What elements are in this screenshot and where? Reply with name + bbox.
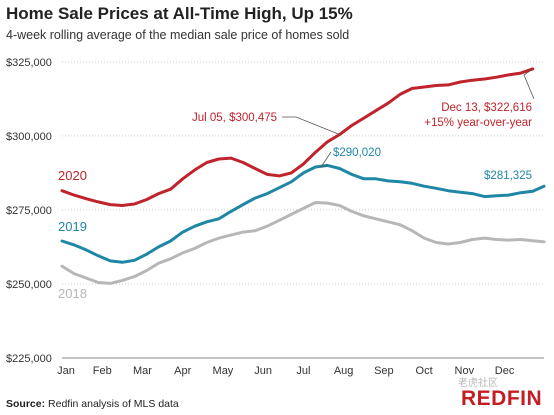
x-tick-label: Feb <box>93 365 112 377</box>
series-label-2018: 2018 <box>58 286 87 301</box>
x-axis-tick-labels: Jan Feb Mar Apr May Jun Jul Aug Sep Oct Nov Dec <box>57 365 515 377</box>
y-tick-label: $250,000 <box>6 279 52 291</box>
y-tick-label: $300,000 <box>6 131 52 143</box>
source-text: Redfin analysis of MLS data <box>48 398 179 410</box>
x-tick-label: Sep <box>374 365 394 377</box>
chart-title: Home Sale Prices at All-Time High, Up 15… <box>6 4 353 23</box>
chart-subtitle: 4-week rolling average of the median sal… <box>6 28 350 42</box>
source-label: Source: <box>6 398 46 410</box>
source-note: Source: Redfin analysis of MLS data <box>6 398 179 410</box>
series-line-2018 <box>60 201 546 285</box>
x-tick-label: Oct <box>416 365 433 377</box>
x-tick-label: Dec <box>495 365 515 377</box>
x-tick-label: Jul <box>296 365 310 377</box>
y-axis-tick-labels: $225,000 $250,000 $275,000 $300,000 $325,000 <box>6 57 52 365</box>
annotation-label: $281,325 <box>484 170 532 182</box>
series-label-2019: 2019 <box>58 219 87 234</box>
series-labels: 2020 2019 2018 <box>58 168 87 301</box>
x-tick-label: Nov <box>455 365 475 377</box>
series-line-2020 <box>60 67 535 207</box>
x-tick-label: Aug <box>334 365 354 377</box>
annotation-label: Dec 13, $322,616 <box>441 102 532 114</box>
watermark: 老虎社区 <box>458 378 498 389</box>
x-tick-label: Jun <box>254 365 272 377</box>
annotations: Jul 05, $300,475 $290,020 $281,325 Dec 13, … <box>192 68 535 182</box>
annotation-leader <box>523 68 535 100</box>
x-tick-label: Jan <box>57 365 75 377</box>
x-tick-label: Mar <box>133 365 152 377</box>
y-tick-label: $275,000 <box>6 205 52 217</box>
x-tick-label: Apr <box>174 365 191 377</box>
annotation-label: +15% year-over-year <box>424 117 532 129</box>
y-tick-label: $325,000 <box>6 57 52 69</box>
x-tick-label: May <box>213 365 234 377</box>
series-label-2020: 2020 <box>58 168 87 183</box>
redfin-logo: REDFIN <box>461 387 543 410</box>
annotation-leader <box>282 116 340 135</box>
series-line-2019 <box>60 163 546 264</box>
series-lines <box>60 67 546 285</box>
y-tick-label: $225,000 <box>6 353 52 365</box>
annotation-leader <box>320 151 332 168</box>
annotation-label: Jul 05, $300,475 <box>192 112 277 124</box>
annotation-label: $290,020 <box>333 147 381 159</box>
